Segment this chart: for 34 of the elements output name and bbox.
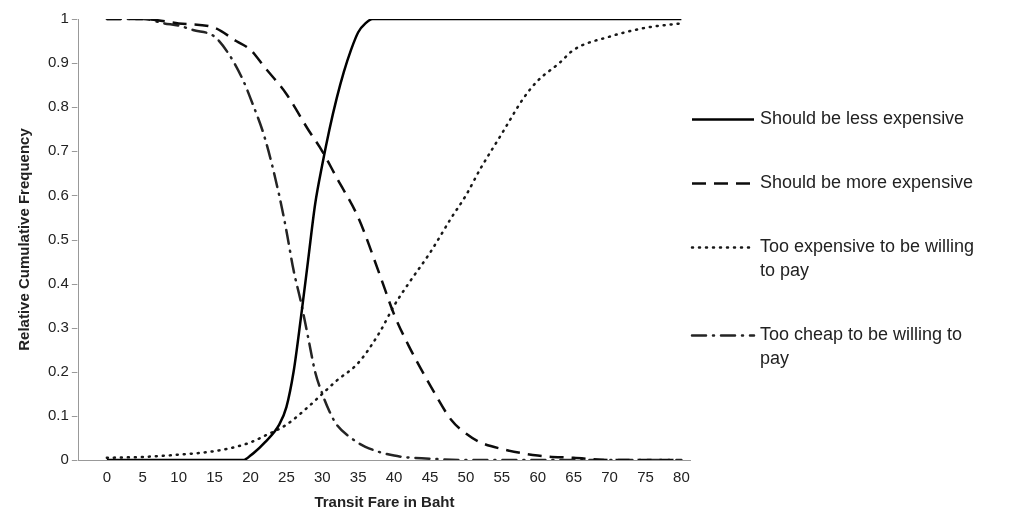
x-tick-label: 10 (170, 468, 188, 486)
y-tick-label: 0.5 (47, 229, 69, 247)
x-tick-label: 15 (206, 468, 223, 486)
x-tick-label: 0 (102, 468, 112, 486)
x-tick-label: 25 (278, 468, 295, 486)
y-tick-label: 0.4 (47, 273, 69, 291)
x-tick-label: 60 (529, 468, 547, 486)
y-tick-label: 0.2 (47, 361, 69, 379)
y-tick-label: 0.7 (47, 141, 69, 159)
y-tick-label: 1 (60, 9, 69, 27)
x-tick-label: 20 (242, 468, 259, 486)
y-tick-label: 0.8 (47, 97, 69, 115)
x-tick-label: 75 (637, 468, 654, 486)
x-axis-title: Transit Fare in Baht (314, 493, 455, 511)
x-tick-label: 70 (601, 468, 618, 486)
y-tick-label: 0.1 (47, 406, 69, 424)
y-tick-label: 0.6 (47, 185, 69, 203)
x-tick-label: 50 (457, 468, 475, 486)
y-tick-label: 0.9 (47, 53, 69, 71)
legend-label: Should be less expensive (760, 108, 965, 129)
y-tick-label: 0 (60, 450, 69, 468)
x-tick-label: 5 (138, 468, 147, 486)
x-tick-label: 55 (493, 468, 511, 486)
y-tick-label: 0.3 (47, 317, 69, 335)
legend-label: Too cheap to be willing to pay (760, 324, 963, 369)
x-tick-label: 65 (565, 468, 582, 486)
x-tick-label: 80 (673, 468, 690, 486)
legend-label: Too expensive to be willing to pay (760, 236, 975, 281)
legend-label: Should be more expensive (760, 172, 974, 193)
y-axis-title: Relative Cumulative Frequency (15, 127, 33, 351)
x-tick-label: 30 (313, 468, 331, 486)
x-tick-label: 45 (421, 468, 439, 486)
x-tick-label: 40 (385, 468, 403, 486)
x-tick-label: 35 (349, 468, 367, 486)
